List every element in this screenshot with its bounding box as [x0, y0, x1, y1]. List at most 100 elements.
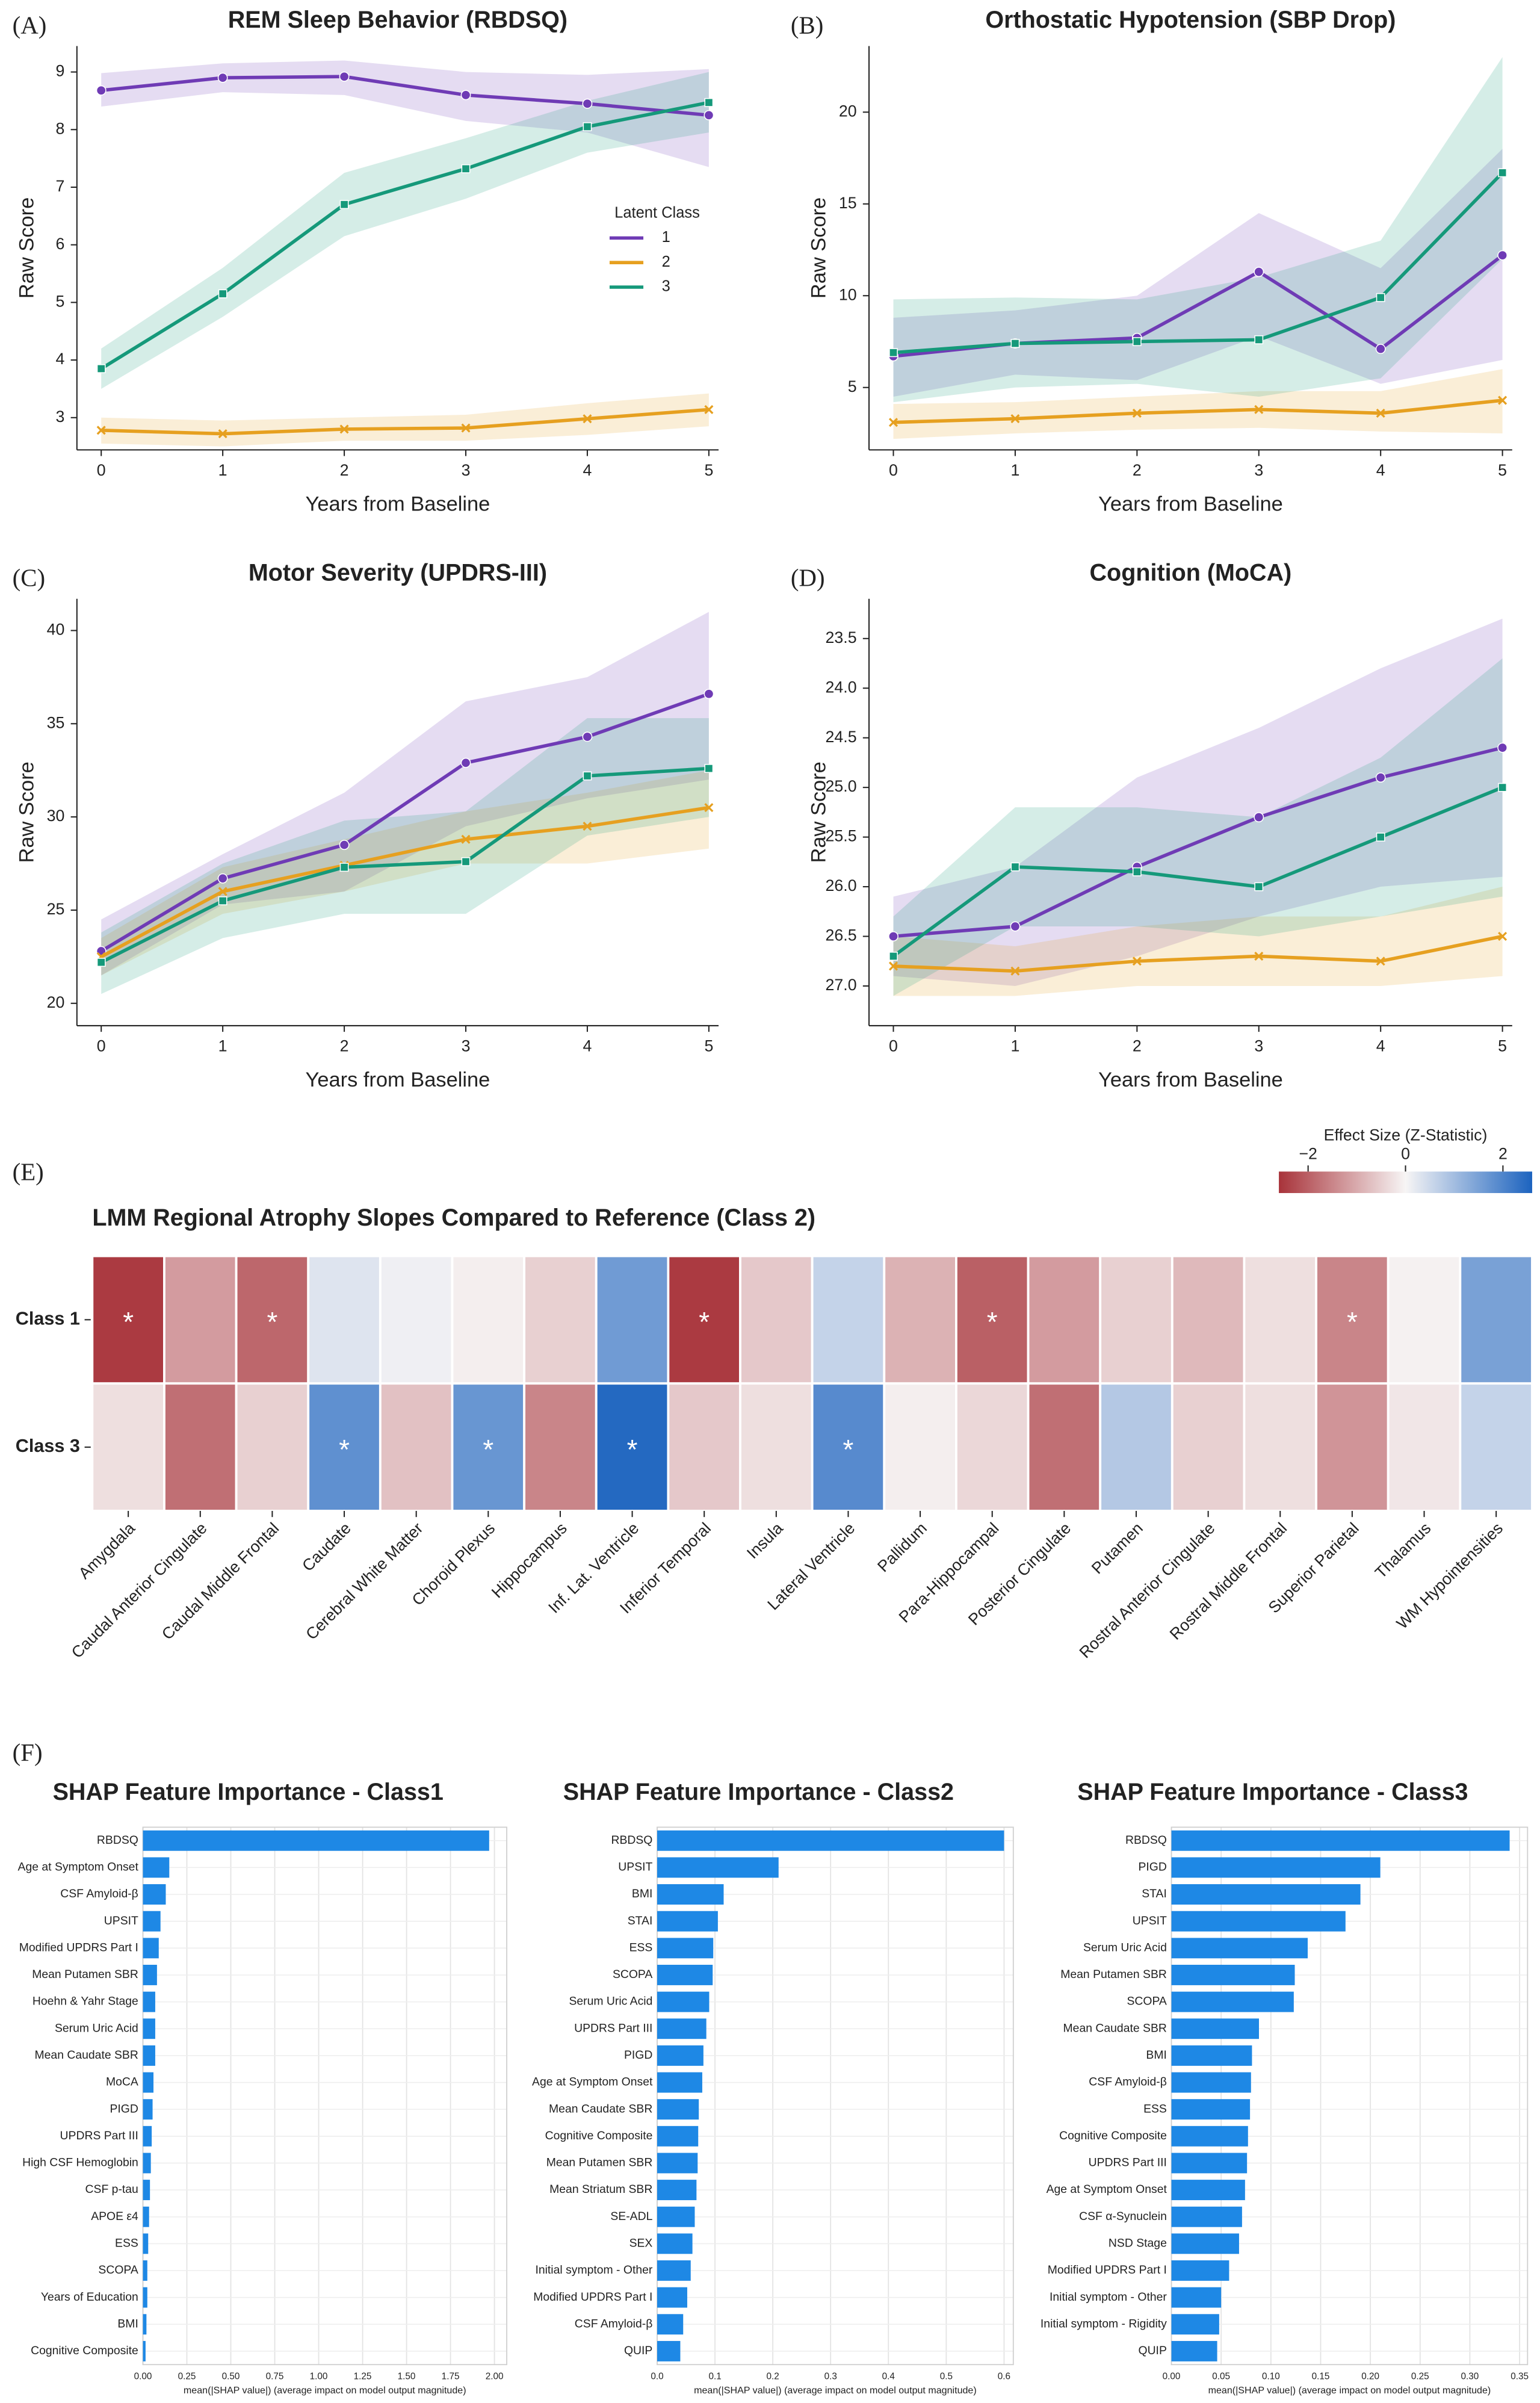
bar: [657, 1830, 1004, 1851]
bar: [657, 2018, 707, 2039]
bar: [143, 2045, 155, 2066]
point-marker: [888, 961, 898, 971]
x-axis-label: Years from Baseline: [306, 492, 490, 515]
x-tick-label: 0.3: [824, 2372, 837, 2382]
confidence-band: [101, 718, 709, 994]
bar: [657, 2153, 698, 2174]
x-tick-label: 0.00: [1163, 2372, 1181, 2382]
point-marker: [704, 98, 714, 107]
heatmap-cell: [595, 1382, 670, 1512]
y-axis-label: Raw Score: [15, 197, 38, 299]
plot-frame: [657, 1826, 1014, 2366]
point-marker: [217, 72, 228, 83]
x-tick-label: 3: [1254, 1037, 1263, 1055]
x-axis-label: mean(|SHAP value|) (average impact on mo…: [184, 2385, 466, 2396]
point-marker: [704, 405, 714, 414]
category-label: Age at Symptom Onset: [1047, 2183, 1167, 2196]
heatmap-cell: [1315, 1382, 1390, 1512]
bar: [143, 2340, 146, 2361]
category-label: Mean Caudate SBR: [1063, 2021, 1167, 2035]
point-marker: [1132, 408, 1142, 418]
x-tick-label: 0.4: [882, 2372, 895, 2382]
point-marker: [1376, 957, 1385, 966]
x-axis-label: Years from Baseline: [1098, 1068, 1283, 1091]
bar: [1171, 2260, 1229, 2281]
x-tick-label: 5: [1498, 461, 1507, 479]
heatmap-cell: [523, 1254, 598, 1385]
category-label: Modified UPDRS Part I: [19, 1941, 138, 1954]
heatmap-cell: [307, 1254, 382, 1385]
chart-title: SHAP Feature Importance - Class3: [1077, 1779, 1468, 1805]
cell-annotation: *: [267, 1306, 277, 1338]
confidence-band: [101, 72, 709, 389]
category-label: UPDRS Part III: [574, 2021, 652, 2035]
x-tick-label: 0.10: [1262, 2372, 1280, 2382]
chart-title: REM Sleep Behavior (RBDSQ): [228, 7, 567, 33]
x-tick-label: 1.00: [310, 2372, 328, 2382]
category-label: CSF α-Synuclein: [1079, 2210, 1167, 2223]
heatmap-cell: [1459, 1254, 1533, 1385]
point-marker: [460, 90, 471, 101]
y-tick-label: 25.0: [826, 777, 857, 795]
point-marker: [218, 429, 227, 439]
category-label: NSD Stage: [1109, 2236, 1167, 2250]
x-tick-label: 0.0: [651, 2372, 663, 2382]
category-label: RBDSQ: [97, 1834, 138, 1847]
bar: [143, 1830, 489, 1851]
series-line: [893, 934, 1503, 973]
bar: [1171, 1830, 1510, 1851]
confidence-band: [893, 57, 1503, 403]
point-marker: [704, 689, 714, 699]
point-marker: [582, 98, 593, 109]
y-tick-label: 24.5: [826, 728, 857, 746]
chart-title: SHAP Feature Importance - Class2: [563, 1779, 954, 1805]
panel-label: (B): [791, 11, 823, 39]
x-tick-label: 1: [218, 461, 227, 479]
bar: [1171, 2153, 1248, 2174]
y-tick-label: 3: [56, 408, 65, 426]
x-tick-label: 1: [1010, 461, 1019, 479]
x-tick-label: 1.75: [442, 2372, 460, 2382]
x-tick-label: 0.25: [178, 2372, 196, 2382]
x-tick-label: 4: [583, 1037, 592, 1055]
point-marker: [1376, 833, 1385, 842]
category-label: STAI: [1142, 1887, 1167, 1900]
bar: [143, 1991, 155, 2012]
point-marker: [1498, 783, 1508, 792]
x-tick-label: 4: [1376, 461, 1385, 479]
category-label: Modified UPDRS Part I: [533, 2290, 652, 2304]
point-marker: [1498, 395, 1508, 405]
category-label: PIGD: [624, 2048, 652, 2062]
point-marker: [888, 418, 898, 427]
confidence-band: [101, 60, 709, 167]
heatmap-cell: [595, 1254, 670, 1385]
category-label: Serum Uric Acid: [569, 1995, 652, 2008]
category-label: CSF Amyloid-β: [60, 1887, 138, 1900]
confidence-band: [101, 770, 709, 976]
bar: [1171, 2206, 1242, 2227]
colorbar-tick-label: −2: [1299, 1144, 1317, 1162]
x-tick-label: 0: [97, 461, 106, 479]
panel-label: (C): [13, 565, 45, 592]
bar: [1171, 2072, 1251, 2093]
x-tick-label: 5: [1498, 1037, 1507, 1055]
bar: [657, 2045, 704, 2066]
y-tick-label: 20: [839, 102, 857, 120]
bar: [1171, 1857, 1381, 1878]
x-tick-label: 0.05: [1212, 2372, 1230, 2382]
category-label: Age at Symptom Onset: [532, 2076, 653, 2089]
x-tick-label: 0.35: [1511, 2372, 1529, 2382]
y-tick-label: 25.5: [826, 827, 857, 845]
bar: [1171, 2287, 1222, 2308]
chart-title: Cognition (MoCA): [1090, 559, 1292, 586]
x-tick-label: 0.75: [266, 2372, 284, 2382]
heatmap-cell: [523, 1382, 598, 1512]
bar: [1171, 1991, 1294, 2012]
bar: [143, 2206, 149, 2227]
x-axis-label: mean(|SHAP value|) (average impact on mo…: [694, 2385, 977, 2396]
x-tick-label: 2: [340, 461, 349, 479]
point-marker: [583, 771, 592, 781]
category-label: Initial symptom - Other: [1050, 2290, 1167, 2304]
cell-annotation: *: [123, 1306, 134, 1338]
x-axis-label: mean(|SHAP value|) (average impact on mo…: [1208, 2385, 1491, 2396]
